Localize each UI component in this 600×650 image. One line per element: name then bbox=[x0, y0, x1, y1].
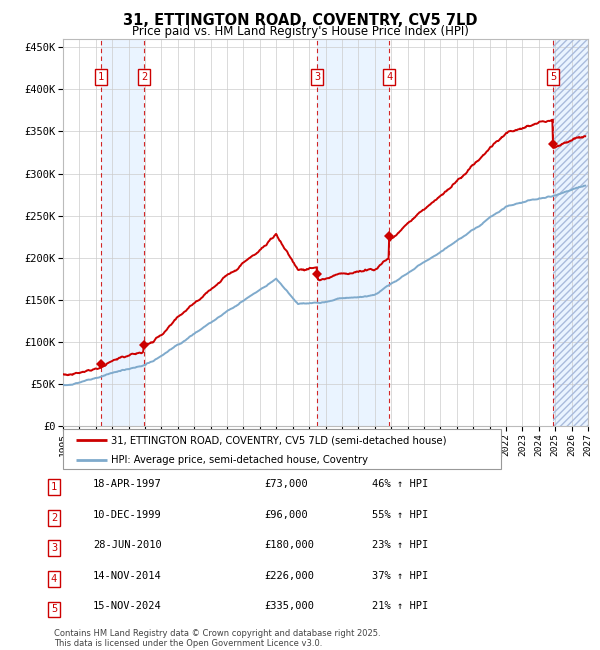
Text: 5: 5 bbox=[51, 604, 57, 614]
Bar bbox=[553, 39, 588, 426]
Text: 5: 5 bbox=[550, 72, 556, 82]
Text: 55% ↑ HPI: 55% ↑ HPI bbox=[372, 510, 428, 519]
Text: 2: 2 bbox=[141, 72, 147, 82]
Text: 46% ↑ HPI: 46% ↑ HPI bbox=[372, 479, 428, 489]
Text: HPI: Average price, semi-detached house, Coventry: HPI: Average price, semi-detached house,… bbox=[111, 456, 368, 465]
Text: 18-APR-1997: 18-APR-1997 bbox=[93, 479, 162, 489]
Text: 10-DEC-1999: 10-DEC-1999 bbox=[93, 510, 162, 519]
Text: 1: 1 bbox=[51, 482, 57, 492]
Text: Price paid vs. HM Land Registry's House Price Index (HPI): Price paid vs. HM Land Registry's House … bbox=[131, 25, 469, 38]
Text: £96,000: £96,000 bbox=[264, 510, 308, 519]
Text: 3: 3 bbox=[51, 543, 57, 553]
Text: 23% ↑ HPI: 23% ↑ HPI bbox=[372, 540, 428, 550]
Text: Contains HM Land Registry data © Crown copyright and database right 2025.
This d: Contains HM Land Registry data © Crown c… bbox=[54, 629, 380, 648]
Text: 1: 1 bbox=[98, 72, 104, 82]
Text: £226,000: £226,000 bbox=[264, 571, 314, 580]
Text: 4: 4 bbox=[51, 574, 57, 584]
Text: 3: 3 bbox=[314, 72, 320, 82]
Text: £180,000: £180,000 bbox=[264, 540, 314, 550]
Bar bbox=[553, 39, 588, 426]
Text: 31, ETTINGTON ROAD, COVENTRY, CV5 7LD: 31, ETTINGTON ROAD, COVENTRY, CV5 7LD bbox=[123, 13, 477, 28]
Text: 4: 4 bbox=[386, 72, 392, 82]
Bar bbox=[101, 39, 144, 426]
Text: 31, ETTINGTON ROAD, COVENTRY, CV5 7LD (semi-detached house): 31, ETTINGTON ROAD, COVENTRY, CV5 7LD (s… bbox=[111, 436, 446, 445]
Text: 28-JUN-2010: 28-JUN-2010 bbox=[93, 540, 162, 550]
Text: 37% ↑ HPI: 37% ↑ HPI bbox=[372, 571, 428, 580]
Text: 15-NOV-2024: 15-NOV-2024 bbox=[93, 601, 162, 611]
FancyBboxPatch shape bbox=[63, 429, 501, 469]
Text: 21% ↑ HPI: 21% ↑ HPI bbox=[372, 601, 428, 611]
Text: 2: 2 bbox=[51, 513, 57, 523]
Text: £335,000: £335,000 bbox=[264, 601, 314, 611]
Bar bbox=[317, 39, 389, 426]
Text: £73,000: £73,000 bbox=[264, 479, 308, 489]
Text: 14-NOV-2014: 14-NOV-2014 bbox=[93, 571, 162, 580]
